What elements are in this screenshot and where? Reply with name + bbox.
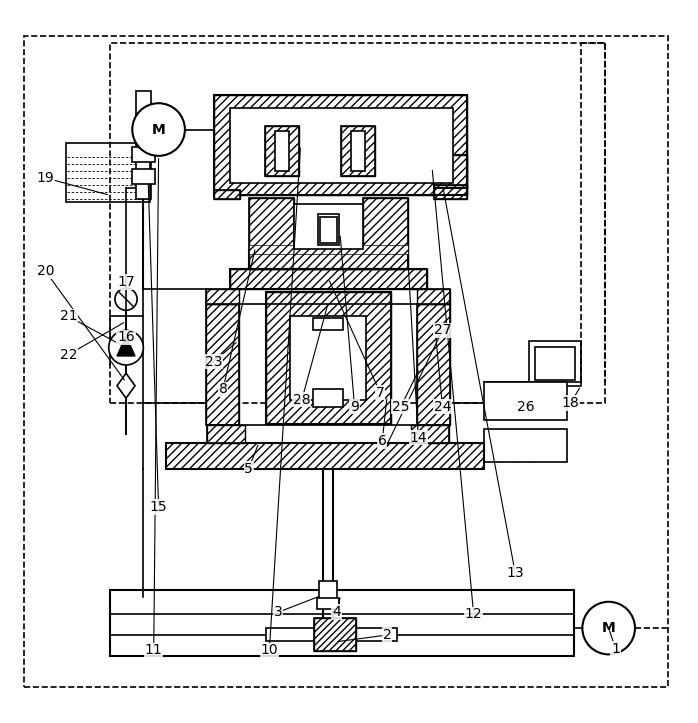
Bar [341, 126, 376, 176]
Bar [110, 43, 605, 403]
Bar [266, 292, 391, 424]
Text: 15: 15 [150, 500, 168, 514]
Text: 17: 17 [117, 275, 135, 289]
Circle shape [582, 602, 635, 654]
Text: 12: 12 [465, 607, 482, 621]
Bar [434, 185, 467, 199]
Bar [266, 628, 397, 641]
Bar [214, 95, 467, 195]
Bar [206, 288, 450, 304]
Bar [207, 425, 450, 442]
Bar [214, 190, 240, 199]
Bar [248, 250, 408, 270]
Bar [317, 598, 339, 609]
Bar [314, 617, 356, 651]
Text: 14: 14 [410, 431, 427, 445]
Bar [206, 288, 239, 304]
Bar [434, 185, 467, 199]
Text: 11: 11 [145, 643, 163, 657]
Text: 2: 2 [383, 628, 392, 642]
Bar [214, 190, 240, 199]
Circle shape [132, 103, 185, 156]
Bar [265, 126, 299, 176]
Bar [484, 382, 567, 420]
Text: 5: 5 [244, 462, 253, 476]
Text: M: M [602, 621, 616, 635]
Text: 3: 3 [274, 605, 283, 619]
Bar [248, 250, 408, 270]
Bar [206, 304, 239, 425]
Text: 18: 18 [562, 396, 579, 410]
Bar [434, 155, 467, 189]
Bar [320, 217, 336, 243]
Bar [248, 245, 408, 254]
Bar [318, 214, 339, 245]
Bar [434, 155, 467, 189]
Text: 10: 10 [260, 643, 279, 657]
Bar [230, 108, 453, 183]
Bar [417, 304, 450, 425]
Text: 28: 28 [293, 393, 311, 406]
Bar [351, 131, 365, 171]
Text: 26: 26 [517, 400, 535, 414]
Bar [131, 169, 155, 184]
Bar [230, 270, 427, 288]
Bar [266, 292, 391, 424]
Bar [535, 347, 574, 380]
Circle shape [115, 288, 137, 310]
Bar [341, 126, 376, 176]
Polygon shape [117, 373, 135, 398]
Text: 8: 8 [218, 382, 228, 396]
Text: 24: 24 [433, 400, 451, 414]
Text: 1: 1 [611, 642, 620, 656]
Text: 7: 7 [376, 385, 385, 400]
Bar [131, 147, 155, 162]
Text: 6: 6 [378, 434, 387, 448]
Text: M: M [151, 122, 165, 137]
Bar [319, 581, 337, 600]
Bar [417, 304, 450, 425]
Bar [363, 198, 408, 250]
Bar [417, 288, 450, 304]
Bar [313, 389, 343, 406]
Bar [290, 317, 366, 400]
Bar [207, 425, 245, 442]
Bar [165, 442, 484, 469]
Bar [265, 126, 299, 176]
Text: 21: 21 [60, 309, 77, 323]
Bar [110, 590, 574, 656]
Bar [484, 429, 567, 462]
Bar [248, 198, 294, 250]
Bar [214, 95, 467, 195]
Text: 16: 16 [117, 330, 135, 344]
Polygon shape [117, 336, 135, 356]
Bar [313, 318, 343, 330]
Text: 13: 13 [506, 565, 524, 580]
Bar [248, 198, 294, 250]
Text: 9: 9 [350, 400, 359, 414]
Circle shape [109, 330, 143, 365]
Bar [66, 143, 149, 202]
Text: 19: 19 [37, 171, 54, 185]
Bar [206, 304, 239, 425]
Bar [529, 341, 581, 386]
Text: 27: 27 [433, 323, 451, 338]
Text: 4: 4 [332, 605, 341, 619]
Text: 22: 22 [60, 348, 77, 362]
Bar [411, 425, 450, 442]
Bar [294, 204, 363, 249]
Bar [230, 270, 427, 288]
Bar [314, 617, 356, 651]
Text: 23: 23 [205, 354, 223, 369]
Bar [165, 442, 484, 469]
Text: 25: 25 [392, 400, 410, 414]
Bar [275, 131, 289, 171]
Bar [135, 91, 151, 199]
Bar [363, 198, 408, 250]
Text: 20: 20 [37, 265, 54, 278]
